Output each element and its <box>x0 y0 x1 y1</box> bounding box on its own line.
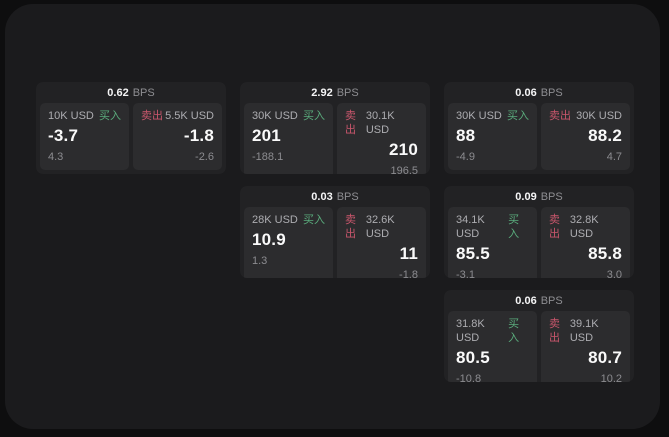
buy-amount: 10K USD <box>48 110 94 122</box>
quote-card: 2.92 BPS 30K USD 买入 201 -188.1 卖出 <box>240 82 430 174</box>
buy-panel[interactable]: 34.1K USD 买入 85.5 -3.1 <box>448 207 537 278</box>
sell-button[interactable]: 卖出 <box>345 214 356 240</box>
sell-button[interactable]: 卖出 <box>549 214 560 240</box>
sell-panel[interactable]: 卖出 30.1K USD 210 196.5 <box>337 103 426 174</box>
buy-amount: 31.8K USD <box>456 318 485 344</box>
spread-value: 0.62 <box>107 86 129 99</box>
buy-panel[interactable]: 30K USD 买入 201 -188.1 <box>244 103 333 174</box>
spread-unit: BPS <box>336 190 359 203</box>
buy-panel[interactable]: 28K USD 买入 10.9 1.3 <box>244 207 333 278</box>
sell-amount: 32.6K USD <box>365 214 395 240</box>
sell-panel[interactable]: 卖出 32.6K USD 11 -1.8 <box>337 207 426 278</box>
buy-button[interactable]: 买入 <box>99 110 121 122</box>
sell-sub-value: -1.8 <box>399 269 418 278</box>
quote-card: 0.06 BPS 31.8K USD 买入 80.5 -10.8 卖 <box>444 290 634 382</box>
sell-panel[interactable]: 卖出 32.8K USD 85.8 3.0 <box>541 207 630 278</box>
buy-panel[interactable]: 31.8K USD 买入 80.5 -10.8 <box>448 311 537 382</box>
buy-sub-value: -3.1 <box>456 269 475 278</box>
spread-value: 0.09 <box>515 190 537 203</box>
quote-body: 34.1K USD 买入 85.5 -3.1 卖出 32.8K USD 85.8… <box>444 207 634 278</box>
buy-sub-value: -10.8 <box>456 373 482 382</box>
buy-price: -3.7 <box>48 126 79 145</box>
quote-body: 31.8K USD 买入 80.5 -10.8 卖出 39.1K USD 80.… <box>444 311 634 382</box>
sell-panel[interactable]: 卖出 30K USD 88.2 4.7 <box>541 103 630 170</box>
buy-sub-value: -188.1 <box>252 151 284 163</box>
sell-sub-value: 10.2 <box>600 373 622 382</box>
quotes-panel: 0.62 BPS 10K USD 买入 -3.7 4.3 卖出 <box>5 4 660 429</box>
spread-header: 0.06 BPS <box>444 82 634 103</box>
spread-header: 0.06 BPS <box>444 290 634 311</box>
buy-panel[interactable]: 10K USD 买入 -3.7 4.3 <box>40 103 129 170</box>
quote-card: 0.62 BPS 10K USD 买入 -3.7 4.3 卖出 <box>36 82 226 174</box>
sell-button[interactable]: 卖出 <box>141 110 163 122</box>
quote-body: 10K USD 买入 -3.7 4.3 卖出 5.5K USD -1.8 -2.… <box>36 103 226 174</box>
buy-amount: 34.1K USD <box>456 214 485 240</box>
spread-value: 0.03 <box>311 190 333 203</box>
quote-card: 0.09 BPS 34.1K USD 买入 85.5 -3.1 卖出 <box>444 186 634 278</box>
spread-header: 0.09 BPS <box>444 186 634 207</box>
sell-panel[interactable]: 卖出 39.1K USD 80.7 10.2 <box>541 311 630 382</box>
sell-sub-value: 4.7 <box>606 151 622 163</box>
spread-header: 2.92 BPS <box>240 82 430 103</box>
buy-sub-value: 4.3 <box>48 151 64 163</box>
sell-sub-value: 3.0 <box>606 269 622 278</box>
spread-value: 2.92 <box>311 86 333 99</box>
buy-sub-value: -4.9 <box>456 151 475 163</box>
buy-price: 201 <box>252 126 281 145</box>
sell-panel[interactable]: 卖出 5.5K USD -1.8 -2.6 <box>133 103 222 170</box>
spread-unit: BPS <box>336 86 359 99</box>
sell-sub-value: 196.5 <box>390 165 418 174</box>
spread-unit: BPS <box>540 86 563 99</box>
quote-body: 28K USD 买入 10.9 1.3 卖出 32.6K USD 11 -1.8 <box>240 207 430 278</box>
spread-header: 0.62 BPS <box>36 82 226 103</box>
spread-unit: BPS <box>540 294 563 307</box>
buy-price: 10.9 <box>252 230 286 249</box>
sell-amount: 32.8K USD <box>569 214 599 240</box>
sell-amount: 5.5K USD <box>165 110 214 122</box>
spread-unit: BPS <box>540 190 563 203</box>
buy-button[interactable]: 买入 <box>303 110 325 122</box>
spread-unit: BPS <box>132 86 155 99</box>
buy-button[interactable]: 买入 <box>508 214 520 240</box>
quotes-grid: 0.62 BPS 10K USD 买入 -3.7 4.3 卖出 <box>36 82 634 382</box>
buy-button[interactable]: 买入 <box>508 318 520 344</box>
buy-price: 80.5 <box>456 348 490 367</box>
buy-button[interactable]: 买入 <box>303 214 325 226</box>
buy-panel[interactable]: 30K USD 买入 88 -4.9 <box>448 103 537 170</box>
sell-amount: 30.1K USD <box>365 110 395 136</box>
spread-header: 0.03 BPS <box>240 186 430 207</box>
sell-amount: 39.1K USD <box>569 318 599 344</box>
sell-price: 80.7 <box>588 348 622 367</box>
buy-price: 85.5 <box>456 244 490 263</box>
spread-value: 0.06 <box>515 294 537 307</box>
buy-sub-value: 1.3 <box>252 255 268 267</box>
sell-price: 85.8 <box>588 244 622 263</box>
buy-amount: 30K USD <box>456 110 502 122</box>
quote-body: 30K USD 买入 201 -188.1 卖出 30.1K USD 210 1… <box>240 103 430 174</box>
sell-button[interactable]: 卖出 <box>345 110 356 136</box>
sell-amount: 30K USD <box>576 110 622 122</box>
quote-body: 30K USD 买入 88 -4.9 卖出 30K USD 88.2 4.7 <box>444 103 634 174</box>
buy-amount: 28K USD <box>252 214 298 226</box>
buy-amount: 30K USD <box>252 110 298 122</box>
quote-card: 0.06 BPS 30K USD 买入 88 -4.9 卖出 <box>444 82 634 174</box>
buy-button[interactable]: 买入 <box>507 110 529 122</box>
sell-button[interactable]: 卖出 <box>549 318 560 344</box>
sell-price: 11 <box>399 244 418 263</box>
buy-price: 88 <box>456 126 476 145</box>
sell-price: 88.2 <box>588 126 622 145</box>
sell-sub-value: -2.6 <box>195 151 214 163</box>
sell-price: 210 <box>389 140 418 159</box>
sell-price: -1.8 <box>183 126 214 145</box>
spread-value: 0.06 <box>515 86 537 99</box>
quote-card: 0.03 BPS 28K USD 买入 10.9 1.3 卖出 <box>240 186 430 278</box>
sell-button[interactable]: 卖出 <box>549 110 571 122</box>
